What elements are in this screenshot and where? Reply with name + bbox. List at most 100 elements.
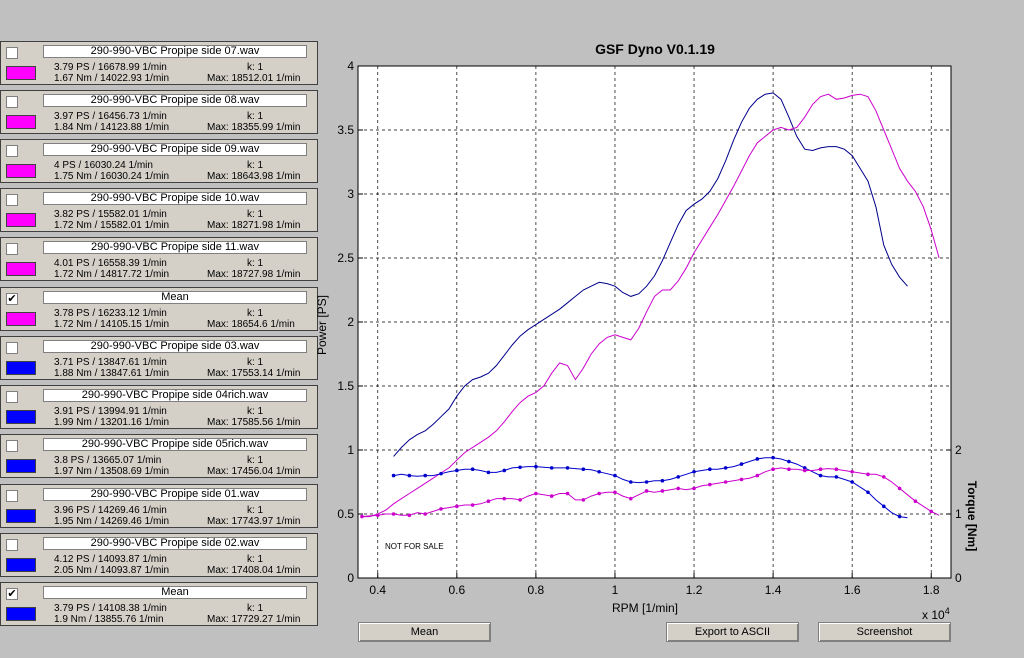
k-factor-text: k: 1 [247, 603, 264, 614]
curve-color-swatch[interactable] [6, 312, 36, 326]
y2-axis-label: Torque [Nm] [965, 481, 979, 551]
curve-visibility-checkbox[interactable] [6, 47, 18, 59]
torque-data-point [850, 469, 854, 474]
torque-data-point [881, 504, 886, 509]
y-tick-label: 3 [347, 187, 354, 201]
curve-name-field[interactable]: 290-990-VBC Propipe side 01.wav [43, 488, 307, 501]
torque-data-point [771, 455, 775, 460]
curve-visibility-checkbox[interactable] [6, 539, 18, 551]
torque-data-point [897, 486, 902, 491]
curve-name-field[interactable]: 290-990-VBC Propipe side 03.wav [43, 340, 307, 353]
max-rpm-text: Max: 17408.04 1/min [207, 565, 301, 576]
peak-power-text: 3.91 PS / 13994.91 1/min [54, 406, 167, 417]
peak-torque-text: 1.84 Nm / 14123.88 1/min [54, 122, 170, 133]
curve-panel: 290-990-VBC Propipe side 10.wav 3.82 PS /… [0, 188, 318, 232]
torque-data-point [834, 467, 839, 472]
y-tick-label: 3.5 [337, 123, 354, 137]
peak-power-text: 3.71 PS / 13847.61 1/min [54, 357, 167, 368]
curve-visibility-checkbox[interactable] [6, 391, 18, 403]
y2-tick-label: 2 [955, 443, 962, 457]
torque-data-point [771, 467, 775, 472]
peak-power-text: 4.12 PS / 14093.87 1/min [54, 554, 167, 565]
curve-color-swatch[interactable] [6, 66, 36, 80]
torque-data-point [439, 471, 443, 476]
torque-data-point [802, 468, 807, 473]
curve-name-field[interactable]: 290-990-VBC Propipe side 02.wav [43, 537, 307, 550]
plot-area [357, 65, 952, 579]
curve-color-swatch[interactable] [6, 115, 36, 129]
curve-panel: 290-990-VBC Propipe side 02.wav 4.12 PS /… [0, 533, 318, 577]
torque-data-point [929, 509, 934, 514]
torque-data-point [581, 498, 586, 502]
k-factor-text: k: 1 [247, 505, 264, 516]
curve-color-swatch[interactable] [6, 459, 36, 473]
curve-visibility-checkbox[interactable]: ✔ [6, 587, 18, 600]
y-tick-label: 0 [347, 571, 354, 585]
curve-visibility-checkbox[interactable] [6, 194, 18, 206]
curve-name-field[interactable]: Mean [43, 291, 307, 304]
curve-color-swatch[interactable] [6, 607, 36, 621]
curve-visibility-checkbox[interactable] [6, 342, 18, 354]
y-tick-label: 2 [347, 315, 354, 329]
curve-name-field[interactable]: 290-990-VBC Propipe side 04rich.wav [43, 389, 307, 402]
torque-data-point [692, 486, 696, 491]
curve-name-field[interactable]: Mean [43, 586, 307, 599]
curve-visibility-checkbox[interactable] [6, 440, 18, 452]
y2-tick-label: 0 [955, 571, 962, 585]
torque-data-point [676, 486, 681, 491]
curve-name-field[interactable]: 290-990-VBC Propipe side 10.wav [43, 192, 307, 205]
curve-color-swatch[interactable] [6, 213, 36, 227]
curve-panel: 290-990-VBC Propipe side 04rich.wav 3.91 … [0, 385, 318, 429]
curve-name-field[interactable]: 290-990-VBC Propipe side 09.wav [43, 143, 307, 156]
curve-panel: 290-990-VBC Propipe side 01.wav 3.96 PS /… [0, 484, 318, 528]
max-rpm-text: Max: 18654.6 1/min [207, 319, 295, 330]
curve-visibility-checkbox[interactable] [6, 243, 18, 255]
torque-data-point [660, 489, 665, 493]
torque-data-point [660, 478, 665, 483]
max-rpm-text: Max: 17553.14 1/min [207, 368, 301, 379]
peak-torque-text: 1.67 Nm / 14022.93 1/min [54, 73, 170, 84]
curve-name-field[interactable]: 290-990-VBC Propipe side 08.wav [43, 94, 307, 107]
max-rpm-text: Max: 17743.97 1/min [207, 516, 301, 527]
torque-data-point [818, 473, 823, 478]
curve-color-swatch[interactable] [6, 509, 36, 523]
curve-name-field[interactable]: 290-990-VBC Propipe side 11.wav [43, 241, 307, 254]
peak-power-text: 3.97 PS / 16456.73 1/min [54, 111, 167, 122]
peak-torque-text: 1.72 Nm / 14817.72 1/min [54, 269, 170, 280]
curve-panel: ✔ Mean 3.79 PS / 14108.38 1/min 1.9 Nm / 13… [0, 582, 318, 626]
curve-color-swatch[interactable] [6, 410, 36, 424]
curve-visibility-checkbox[interactable]: ✔ [6, 292, 18, 305]
curve-visibility-checkbox[interactable] [6, 96, 18, 108]
mean-button[interactable]: Mean [358, 622, 491, 642]
x-tick-label: 1.8 [923, 583, 940, 597]
max-rpm-text: Max: 18512.01 1/min [207, 73, 301, 84]
torque-data-point [486, 499, 491, 504]
curve-name-field[interactable]: 290-990-VBC Propipe side 05rich.wav [43, 438, 307, 451]
curve-color-swatch[interactable] [6, 558, 36, 572]
torque-data-point [723, 466, 728, 470]
torque-data-point [692, 469, 696, 474]
torque-data-point [708, 482, 712, 487]
curve-name-field[interactable]: 290-990-VBC Propipe side 07.wav [43, 45, 307, 58]
screenshot-button[interactable]: Screenshot [818, 622, 951, 642]
curve-panel: 290-990-VBC Propipe side 09.wav 4 PS / 16… [0, 139, 318, 183]
x-exponent-label: x 104 [922, 606, 950, 622]
curve-visibility-checkbox[interactable] [6, 490, 18, 502]
torque-data-point [565, 491, 570, 496]
torque-data-point [866, 472, 870, 477]
curve-panel: 290-990-VBC Propipe side 05rich.wav 3.8 P… [0, 434, 318, 478]
torque-data-point [755, 473, 760, 478]
curve-color-swatch[interactable] [6, 164, 36, 178]
torque-data-point [628, 480, 633, 484]
curve-color-swatch[interactable] [6, 262, 36, 276]
torque-data-point [423, 473, 428, 478]
y-tick-label: 4 [347, 59, 354, 73]
curve-visibility-checkbox[interactable] [6, 145, 18, 157]
export-ascii-button[interactable]: Export to ASCII [666, 622, 799, 642]
torque-data-point [486, 470, 491, 475]
torque-data-point [613, 473, 617, 478]
torque-data-point [628, 496, 633, 501]
curve-color-swatch[interactable] [6, 361, 36, 375]
peak-power-text: 3.79 PS / 14108.38 1/min [54, 603, 167, 614]
curve-panel: 290-990-VBC Propipe side 08.wav 3.97 PS /… [0, 90, 318, 134]
